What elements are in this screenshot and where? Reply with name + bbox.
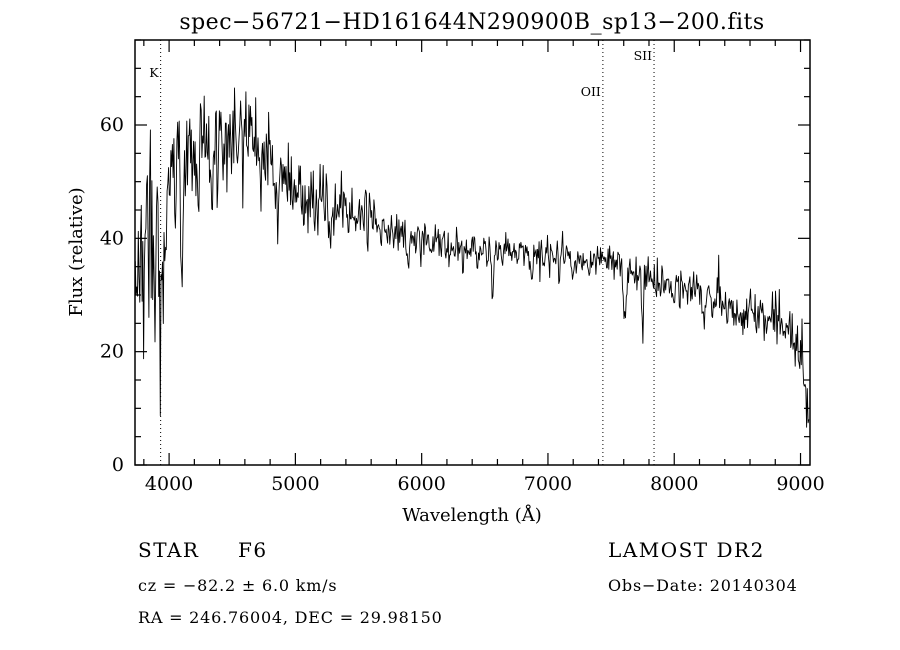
- axes: 4000 5000 6000 7000 8000 9000 0 20 40 60: [100, 39, 825, 495]
- x-axis-label: Wavelength (Å): [402, 504, 542, 526]
- x-tick-label: 8000: [650, 473, 698, 495]
- spectral-line-markers: K OII SII: [149, 40, 655, 465]
- y-tick-label: 60: [100, 114, 124, 136]
- x-tick-label: 4000: [145, 473, 193, 495]
- x-tick-label: 6000: [397, 473, 445, 495]
- object-class-label: STAR: [138, 538, 199, 562]
- x-tick-label: 9000: [776, 473, 824, 495]
- x-tick-label: 5000: [271, 473, 319, 495]
- survey-label: LAMOST DR2: [608, 538, 765, 562]
- plot-frame: [134, 39, 811, 466]
- marker-label-SII: SII: [634, 48, 653, 63]
- spectrum-line: [134, 87, 810, 428]
- y-tick-label: 0: [112, 454, 124, 476]
- ra-dec-value: RA = 246.76004, DEC = 29.98150: [138, 608, 443, 627]
- cz-value: cz = −82.2 ± 6.0 km/s: [138, 576, 337, 595]
- obs-date: Obs−Date: 20140304: [608, 576, 798, 595]
- y-tick-label: 20: [100, 341, 124, 363]
- object-subclass-label: F6: [238, 538, 268, 562]
- spectrum-trace: [134, 87, 810, 428]
- y-axis-label: Flux (relative): [66, 187, 87, 316]
- marker-label-OII: OII: [581, 84, 601, 99]
- y-tick-label: 40: [100, 227, 124, 249]
- x-tick-label: 7000: [524, 473, 572, 495]
- marker-label-K: K: [149, 65, 159, 80]
- plot-title: spec−56721−HD161644N290900B_sp13−200.fit…: [179, 10, 764, 35]
